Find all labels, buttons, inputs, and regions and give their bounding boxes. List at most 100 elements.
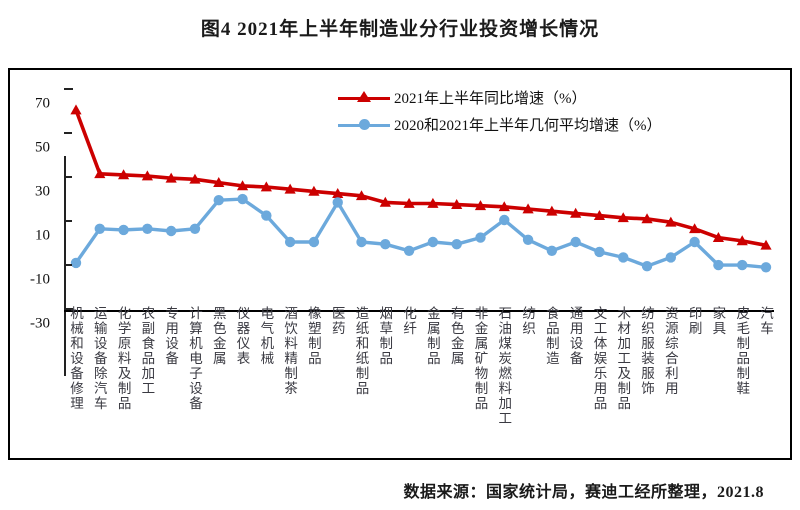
data-point — [617, 212, 629, 223]
x-tick-label: 家具 — [710, 306, 726, 336]
x-tick-label: 化学原料及制品 — [115, 306, 131, 411]
y-axis-labels: 70 50 30 10 -10 -30 — [8, 68, 50, 460]
data-point — [141, 170, 153, 181]
y-axis-spine — [64, 156, 66, 376]
x-tick-label: 纺织服装服饰 — [639, 306, 655, 396]
data-point — [594, 246, 605, 258]
x-axis-labels: 机械和设备修理 运输设备除汽车 化学原料及制品 农副食品加工 专用设备 计算机电子设备 黑色… — [8, 306, 792, 466]
data-point — [665, 252, 677, 263]
y-tick-mark — [64, 308, 73, 310]
data-point — [189, 223, 201, 234]
data-point — [403, 197, 415, 208]
legend-triangle-icon — [338, 90, 390, 106]
data-point — [736, 235, 748, 246]
y-tick-mark — [64, 176, 72, 178]
legend-item[interactable]: 2020和2021年上半年几何平均增速（%） — [338, 111, 662, 138]
y-tick-label: 70 — [35, 95, 50, 112]
y-tick-label: -10 — [30, 271, 50, 288]
data-point — [236, 180, 249, 191]
data-point — [474, 200, 487, 211]
data-point — [689, 236, 700, 248]
x-tick-label: 造纸和纸制品 — [353, 306, 369, 396]
data-point — [308, 185, 320, 196]
data-point — [427, 236, 439, 248]
data-point — [570, 207, 582, 218]
data-point — [70, 104, 82, 115]
series-line — [74, 108, 768, 248]
x-tick-label: 石油煤炭燃料加工 — [496, 306, 512, 426]
legend-circle-icon — [338, 117, 390, 133]
x-tick-label: 电气机械 — [258, 306, 274, 366]
legend-item[interactable]: 2021年上半年同比增速（%） — [338, 84, 662, 111]
x-tick-label: 农副食品加工 — [139, 306, 155, 396]
x-tick-label: 化纤 — [401, 306, 417, 336]
x-tick-label: 金属制品 — [424, 306, 440, 366]
chart-frame — [8, 68, 792, 460]
data-point — [356, 236, 367, 248]
data-point — [427, 197, 439, 208]
data-point — [522, 203, 534, 214]
source-note: 数据来源：国家统计局，赛迪工经所整理，2021.8 — [403, 484, 764, 501]
data-point — [332, 197, 343, 208]
data-point — [522, 234, 534, 245]
y-tick-label: 50 — [35, 139, 50, 156]
x-tick-label: 黑色金属 — [210, 306, 226, 366]
zero-baseline — [64, 310, 774, 312]
x-tick-label: 运输设备除汽车 — [91, 306, 107, 411]
x-tick-label: 资源综合利用 — [662, 306, 678, 396]
x-tick-label: 烟草制品 — [377, 306, 393, 366]
y-tick-mark — [64, 132, 72, 134]
y-tick-label: 10 — [35, 227, 50, 244]
x-tick-label: 纺织 — [520, 306, 536, 336]
data-point — [546, 245, 558, 256]
plot-area — [10, 70, 794, 462]
data-point — [712, 232, 725, 242]
data-point — [737, 259, 748, 271]
series-line — [74, 197, 768, 270]
data-point — [665, 216, 677, 227]
data-point — [641, 213, 653, 224]
data-point — [546, 205, 558, 216]
data-point — [689, 223, 701, 234]
x-tick-label: 木材加工及制品 — [615, 306, 631, 411]
y-tick-mark — [64, 88, 73, 90]
page-title: 图4 2021年上半年制造业分行业投资增长情况 — [200, 19, 600, 40]
x-tick-label: 有色金属 — [448, 306, 464, 366]
data-point — [332, 188, 344, 198]
data-point — [213, 195, 224, 206]
data-point — [308, 236, 320, 248]
y-tick-label: 30 — [35, 183, 50, 200]
data-point — [570, 236, 581, 248]
x-tick-label: 食品制造 — [543, 306, 559, 366]
data-point — [284, 236, 296, 248]
x-tick-label: 机械和设备修理 — [68, 306, 83, 411]
data-point — [641, 261, 653, 272]
data-point — [713, 259, 724, 271]
y-tick-label: -30 — [30, 315, 50, 332]
data-point — [165, 225, 177, 237]
data-point — [355, 190, 368, 201]
y-tick-mark — [64, 264, 72, 266]
data-point — [379, 196, 391, 207]
data-point — [237, 193, 248, 205]
chart-series-layer — [70, 104, 772, 273]
legend-label: 2021年上半年同比增速（%） — [394, 91, 587, 107]
data-point — [593, 210, 606, 220]
x-tick-label: 酒饮料精制茶 — [282, 306, 298, 396]
x-tick-label: 印刷 — [686, 306, 702, 336]
data-point — [260, 181, 272, 192]
data-point — [165, 172, 177, 183]
data-point — [760, 239, 772, 250]
x-tick-label: 文工体娱乐用品 — [591, 306, 607, 411]
y-tick-mark — [64, 220, 72, 222]
x-tick-label: 通用设备 — [567, 306, 583, 366]
data-point — [261, 210, 272, 221]
x-tick-label: 仪器仪表 — [234, 306, 250, 366]
x-tick-label: 皮毛制品制鞋 — [734, 306, 750, 396]
data-point — [618, 252, 629, 263]
x-tick-label: 橡塑制品 — [305, 306, 321, 366]
data-point — [499, 214, 510, 226]
x-tick-label: 计算机电子设备 — [186, 306, 202, 411]
data-point — [475, 232, 486, 243]
x-tick-label: 非金属矿物制品 — [472, 306, 488, 411]
